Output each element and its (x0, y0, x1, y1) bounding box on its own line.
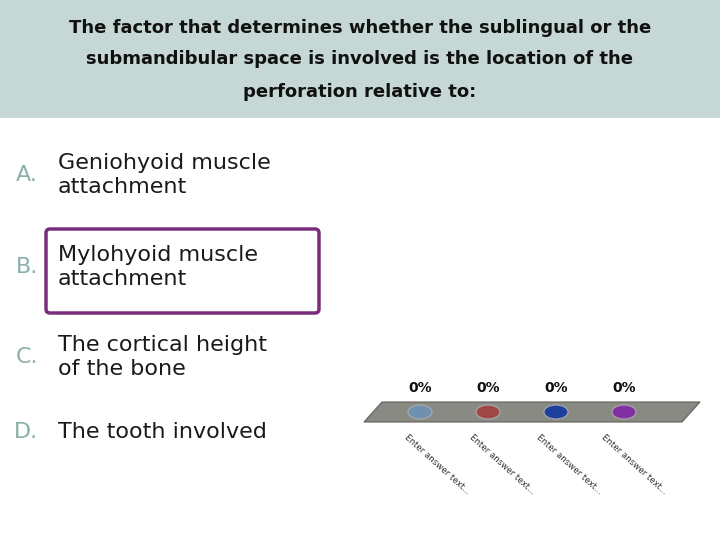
Text: D.: D. (14, 422, 38, 442)
Text: Enter answer text...: Enter answer text... (468, 433, 537, 496)
Text: C.: C. (16, 347, 38, 367)
Ellipse shape (544, 405, 568, 419)
FancyBboxPatch shape (46, 229, 319, 313)
Text: 0%: 0% (476, 381, 500, 395)
Text: The factor that determines whether the sublingual or the: The factor that determines whether the s… (69, 19, 651, 37)
Text: submandibular space is involved is the location of the: submandibular space is involved is the l… (86, 50, 634, 68)
Text: 0%: 0% (408, 381, 432, 395)
Text: Enter answer text...: Enter answer text... (403, 433, 472, 496)
Bar (0, 0, 720, 118)
Ellipse shape (476, 405, 500, 419)
Text: The tooth involved: The tooth involved (58, 422, 267, 442)
Text: Enter answer text...: Enter answer text... (600, 433, 669, 496)
Text: A.: A. (16, 165, 38, 185)
Text: 0%: 0% (544, 381, 568, 395)
Text: perforation relative to:: perforation relative to: (243, 83, 477, 101)
Ellipse shape (612, 405, 636, 419)
Text: Enter answer text...: Enter answer text... (535, 433, 604, 496)
Ellipse shape (408, 405, 432, 419)
Text: B.: B. (16, 257, 38, 277)
Text: The cortical height
of the bone: The cortical height of the bone (58, 335, 267, 379)
Text: 0%: 0% (612, 381, 636, 395)
Text: Mylohyoid muscle
attachment: Mylohyoid muscle attachment (58, 245, 258, 289)
Text: Geniohyoid muscle
attachment: Geniohyoid muscle attachment (58, 153, 271, 197)
Polygon shape (364, 402, 700, 422)
